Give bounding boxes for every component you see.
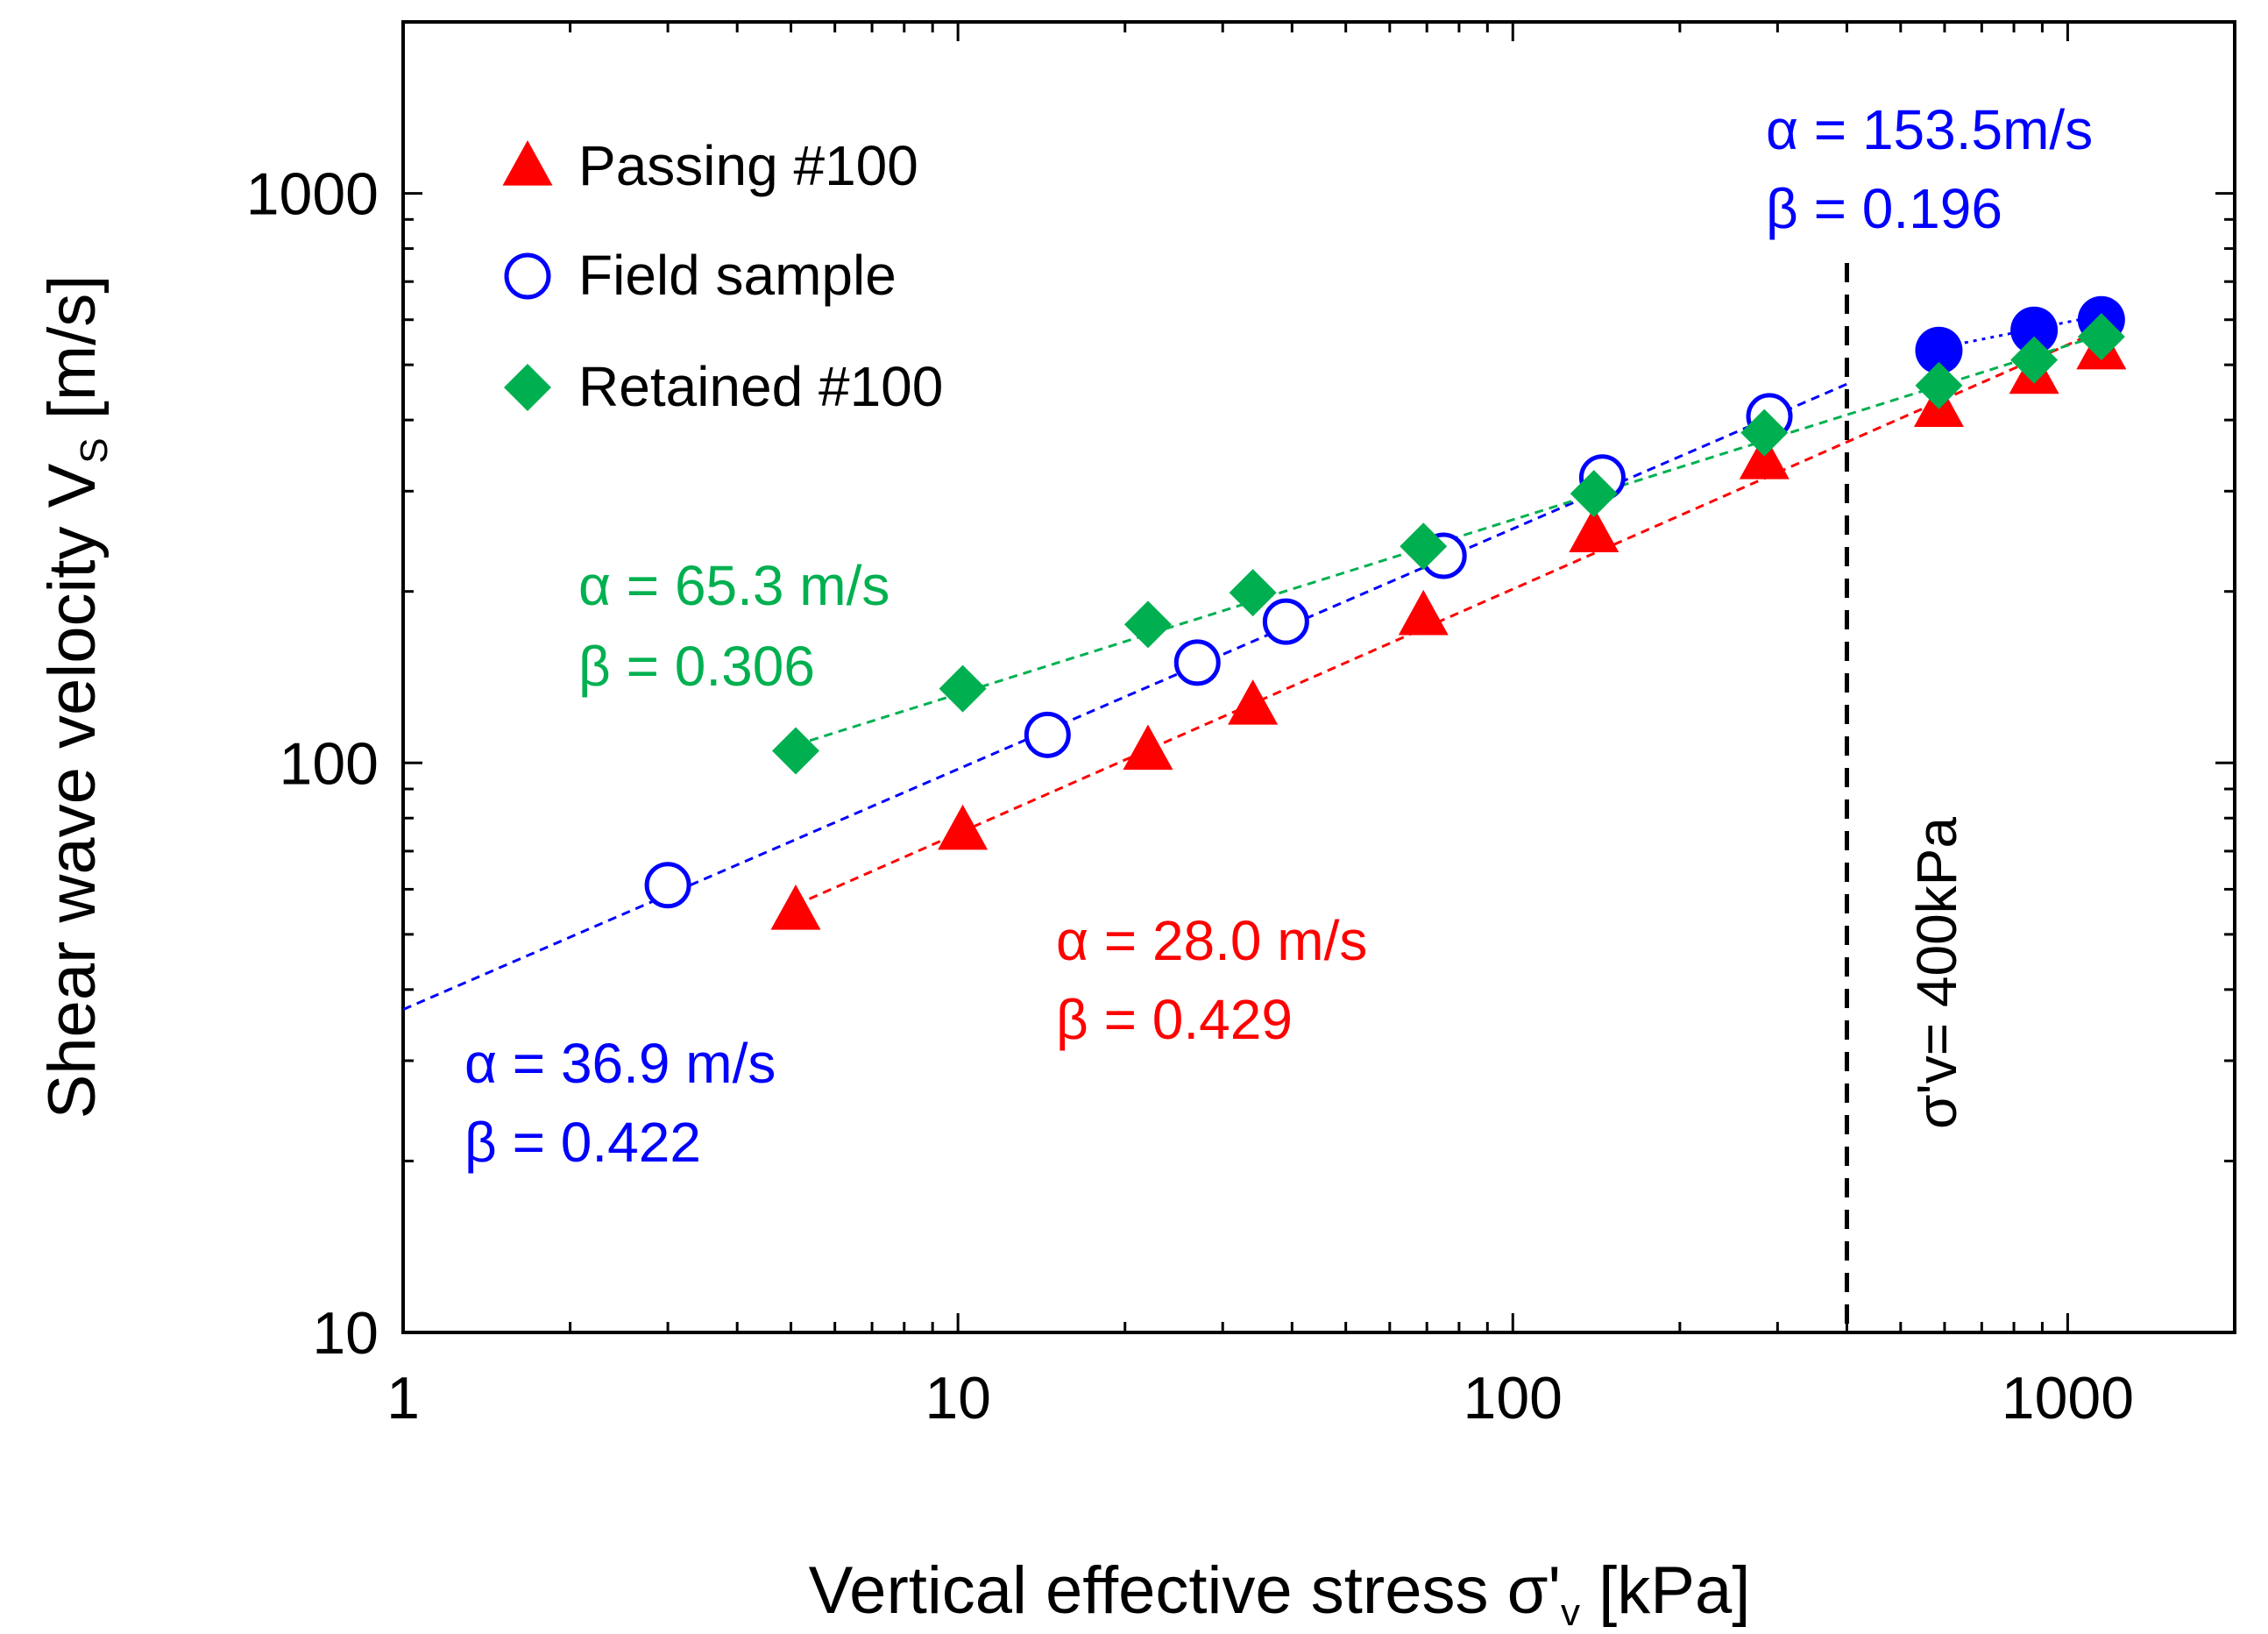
y-tick-label: 100 (280, 730, 379, 797)
data-point-retained (1400, 522, 1448, 571)
x-axis-label-subscript: v (1561, 1591, 1580, 1634)
fit-line-retained (795, 333, 2102, 747)
annotation-retained-alpha: α = 65.3 m/s (578, 554, 889, 617)
legend-label-retained: Retained #100 (578, 355, 943, 418)
annotation-retained: α = 65.3 m/s β = 0.306 (578, 554, 889, 698)
x-tick-label: 100 (1464, 1365, 1563, 1432)
legend-symbol-field (504, 252, 551, 300)
data-point-passing (1123, 724, 1173, 771)
data-point-passing (770, 884, 821, 930)
legend-label-passing: Passing #100 (578, 134, 918, 197)
data-point-field (2010, 306, 2059, 354)
x-tick-label: 1000 (2002, 1365, 2134, 1432)
x-tick-label: 10 (925, 1365, 991, 1432)
y-tick-label: 1000 (246, 161, 379, 228)
y-tick-labels: 10 100 1000 (246, 161, 379, 1367)
x-tick-labels: 1 10 100 1000 (386, 1365, 2134, 1432)
annotation-passing: α = 28.0 m/s β = 0.429 (1056, 909, 1367, 1051)
data-point-retained (2077, 313, 2125, 361)
data-point-retained (2010, 336, 2059, 384)
legend-item-passing: Passing #100 (502, 134, 918, 197)
annotation-field-low-alpha: α = 36.9 m/s (464, 1032, 776, 1095)
annotation-field-low: α = 36.9 m/s β = 0.422 (464, 1032, 776, 1174)
legend-marker-triangle (502, 140, 553, 186)
annotation-field-low-beta: β = 0.422 (464, 1111, 701, 1174)
y-axis-label-unit: [m/s] (35, 275, 110, 438)
x-axis-label-unit: [kPa] (1580, 1553, 1750, 1628)
annotation-field-high-beta: β = 0.196 (1766, 177, 2002, 240)
annotation-passing-beta: β = 0.429 (1056, 988, 1293, 1051)
annotation-field-high: α = 153.5m/s β = 0.196 (1766, 98, 2093, 240)
x-tick-label: 1 (386, 1365, 420, 1432)
y-axis-label: Shear wave velocity VS [m/s] (35, 275, 116, 1119)
legend-label-field: Field sample (578, 244, 897, 307)
data-point-passing (1569, 507, 1619, 552)
annotation-passing-alpha: α = 28.0 m/s (1056, 909, 1367, 972)
data-point-passing (1228, 679, 1279, 725)
data-point-retained (1123, 600, 1172, 649)
plot-frame (401, 20, 2236, 1334)
data-point-retained (771, 727, 819, 775)
legend: Passing #100 Field sample Retained #100 (502, 134, 943, 418)
data-point-passing (1398, 589, 1449, 636)
data-point-field (1915, 326, 1963, 374)
legend-marker-circle (504, 252, 551, 300)
data-point-field (1262, 598, 1309, 645)
legend-symbol-retained (504, 364, 551, 411)
data-point-retained (1915, 361, 1963, 409)
data-point-retained (939, 664, 987, 713)
data-point-retained (1570, 470, 1618, 518)
data-point-field (1173, 639, 1221, 686)
data-point-field (644, 862, 691, 909)
data-point-field (1024, 711, 1071, 758)
data-point-passing (938, 804, 989, 850)
legend-item-field: Field sample (504, 244, 897, 307)
y-axis-label-subscript: S (73, 437, 116, 463)
legend-marker-diamond (504, 364, 551, 411)
legend-symbol-passing (502, 140, 553, 186)
fit-line-field-high (1938, 314, 2102, 350)
annotation-retained-beta: β = 0.306 (578, 635, 815, 698)
data-point-retained (1229, 569, 1277, 617)
x-axis-label: Vertical effective stress σ'v [kPa] (809, 1553, 1751, 1634)
axis-ticks (401, 20, 2236, 1334)
data-point-passing (1739, 433, 1790, 480)
data-markers (644, 295, 2127, 930)
legend-item-retained: Retained #100 (504, 355, 943, 418)
y-tick-label: 10 (312, 1300, 379, 1367)
annotation-field-high-alpha: α = 153.5m/s (1766, 98, 2093, 161)
data-point-retained (1740, 408, 1789, 457)
threshold-label: σ'v= 400kPa (1905, 817, 1968, 1129)
